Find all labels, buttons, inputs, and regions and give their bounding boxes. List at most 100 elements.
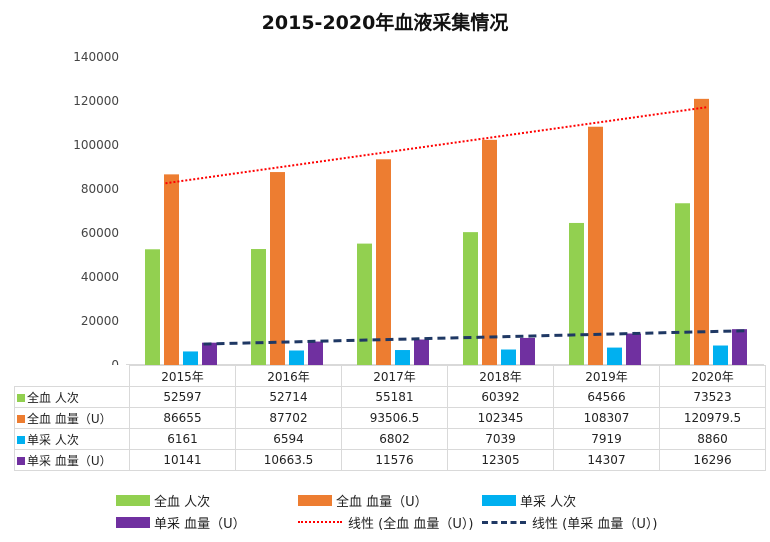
- bar: [145, 249, 160, 365]
- bar: [694, 98, 709, 365]
- table-cell: 60392: [447, 386, 554, 408]
- bar: [251, 249, 266, 365]
- bar: [395, 350, 410, 365]
- bar: [308, 341, 323, 365]
- chart-title: 2015-2020年血液采集情况: [261, 12, 509, 34]
- legend-item: 全血 人次: [116, 491, 210, 510]
- y-tick-label: 60000: [81, 226, 119, 240]
- bars-group: [145, 98, 747, 365]
- table-cell: 7919: [553, 428, 660, 450]
- legend-line-swatch: [482, 520, 526, 524]
- bar: [713, 345, 728, 365]
- legend-item: 全血 血量（U）: [298, 491, 428, 510]
- table-cell: 6161: [129, 428, 236, 450]
- legend-item: 单采 人次: [482, 491, 577, 510]
- table-cell: 12305: [447, 449, 554, 471]
- table-corner: [14, 365, 130, 387]
- bar: [675, 203, 690, 365]
- legend: 全血 人次 全血 血量（U） 单采 人次 单采 血量（U） 线性 (全血 血量（…: [0, 488, 770, 538]
- table-row-swatch: [17, 414, 25, 423]
- y-tick-label: 40000: [81, 270, 119, 284]
- table-cell: 6594: [235, 428, 342, 450]
- y-tick-label: 80000: [81, 182, 119, 196]
- legend-swatch: [298, 494, 332, 506]
- table-cell: 7039: [447, 428, 554, 450]
- table-cell: 10141: [129, 449, 236, 471]
- table-row-label-text: 全血 血量（U）: [27, 411, 112, 426]
- table-cell: 6802: [341, 428, 448, 450]
- table-cell: 93506.5: [341, 407, 448, 429]
- bar: [289, 350, 304, 365]
- plot-area: 0 20000 40000 60000 80000 100000 120000 140000: [73, 50, 764, 365]
- table-cell: 102345: [447, 407, 554, 429]
- table-header-cell: 2015年: [129, 365, 236, 387]
- y-tick-label: 100000: [73, 138, 119, 152]
- table-row-swatch: [17, 435, 25, 444]
- table-cell: 64566: [553, 386, 660, 408]
- legend-swatch: [116, 494, 150, 506]
- table-row-swatch: [17, 456, 25, 465]
- table-row-label: 全血 血量（U）: [14, 407, 130, 429]
- legend-item: 单采 血量（U）: [116, 513, 246, 532]
- y-tick-label: 140000: [73, 50, 119, 64]
- y-tick-label: 20000: [81, 314, 119, 328]
- legend-label: 线性 (全血 血量（U）): [348, 516, 474, 532]
- legend-swatch: [482, 494, 516, 506]
- bar: [164, 174, 179, 365]
- bar: [202, 342, 217, 365]
- y-axis: 0 20000 40000 60000 80000 100000 120000 140000: [73, 50, 764, 365]
- bar: [520, 337, 535, 365]
- table-cell: 86655: [129, 407, 236, 429]
- legend-label: 线性 (单采 血量（U）): [532, 516, 658, 532]
- table-row-label-text: 全血 人次: [27, 390, 79, 405]
- table-cell: 73523: [659, 386, 766, 408]
- legend-item: 线性 (全血 血量（U）): [298, 513, 474, 532]
- bar: [607, 347, 622, 365]
- legend-label: 单采 人次: [520, 494, 577, 510]
- table-row: 全血 人次 52597 52714 55181 60392 64566 73523: [14, 386, 766, 408]
- bar: [270, 172, 285, 365]
- bar: [732, 329, 747, 365]
- bar: [414, 339, 429, 365]
- table-header-cell: 2016年: [235, 365, 342, 387]
- table-row-swatch: [17, 393, 25, 402]
- bar: [588, 126, 603, 365]
- table-row-label-text: 单采 人次: [27, 432, 79, 447]
- trendline: [165, 106, 708, 185]
- y-tick-label: 0: [111, 358, 119, 365]
- table-row: 全血 血量（U） 86655 87702 93506.5 102345 108307 120…: [14, 407, 766, 429]
- table-cell: 120979.5: [659, 407, 766, 429]
- table-row: 单采 血量（U） 10141 10663.5 11576 12305 14307 16296: [14, 449, 766, 471]
- bar: [463, 232, 478, 365]
- data-table: 2015年 2016年 2017年 2018年 2019年 2020年 全血 人…: [14, 365, 766, 471]
- table-header-row: 2015年 2016年 2017年 2018年 2019年 2020年: [14, 365, 766, 387]
- table-row-label: 单采 血量（U）: [14, 449, 130, 471]
- table-cell: 108307: [553, 407, 660, 429]
- bar: [482, 139, 497, 365]
- table-row-label: 单采 人次: [14, 428, 130, 450]
- table-header-cell: 2020年: [659, 365, 766, 387]
- table-row-label-text: 单采 血量（U）: [27, 453, 112, 468]
- table-header-cell: 2019年: [553, 365, 660, 387]
- table-cell: 52714: [235, 386, 342, 408]
- bar: [183, 351, 198, 365]
- bar: [357, 243, 372, 365]
- bar: [569, 222, 584, 365]
- table-cell: 8860: [659, 428, 766, 450]
- table-row-label: 全血 人次: [14, 386, 130, 408]
- table-cell: 87702: [235, 407, 342, 429]
- table-header-cell: 2018年: [447, 365, 554, 387]
- table-cell: 10663.5: [235, 449, 342, 471]
- legend-label: 单采 血量（U）: [154, 516, 246, 532]
- table-cell: 11576: [341, 449, 448, 471]
- trendlines-group: [165, 106, 746, 346]
- bar: [626, 333, 641, 365]
- table-header-cell: 2017年: [341, 365, 448, 387]
- table-cell: 16296: [659, 449, 766, 471]
- legend-swatch: [116, 516, 150, 528]
- table-cell: 52597: [129, 386, 236, 408]
- legend-item: 线性 (单采 血量（U）): [482, 513, 658, 532]
- table-row: 单采 人次 6161 6594 6802 7039 7919 8860: [14, 428, 766, 450]
- legend-line-swatch: [298, 521, 342, 523]
